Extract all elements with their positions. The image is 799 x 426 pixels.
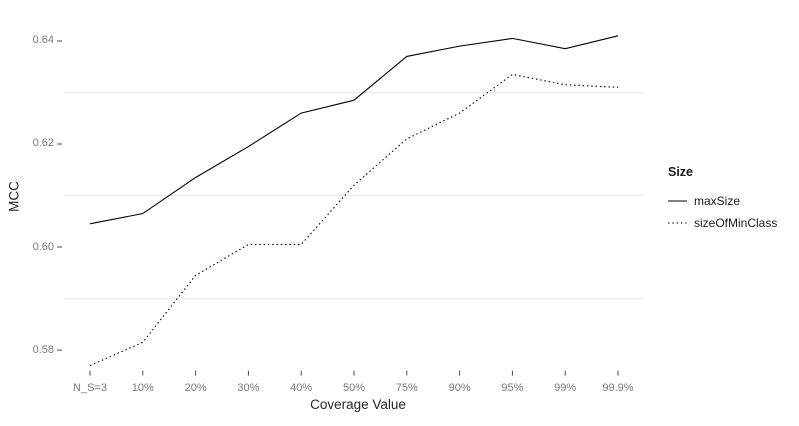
legend-item-maxsize: maxSize xyxy=(668,190,795,212)
legend: Size maxSize sizeOfMinClass xyxy=(660,165,795,234)
legend-items: maxSize sizeOfMinClass xyxy=(660,190,795,234)
x-tick-label: 10% xyxy=(131,382,154,394)
legend-item-sizeofminclass: sizeOfMinClass xyxy=(668,212,795,234)
sizeofminclass-line xyxy=(89,73,619,367)
x-tick-label: N_S=3 xyxy=(73,382,107,394)
y-tick-label: 0.58 xyxy=(32,343,54,356)
y-tick-label: 0.62 xyxy=(32,137,54,150)
y-tick-label: 0.60 xyxy=(32,240,54,253)
x-tick-label: 20% xyxy=(184,382,207,394)
x-tick-label: 30% xyxy=(237,382,260,394)
dotted-line-key-icon xyxy=(668,222,687,224)
x-tick-label: 99.9% xyxy=(602,382,634,394)
legend-label: maxSize xyxy=(694,194,741,208)
x-tick-label: 50% xyxy=(342,382,366,394)
legend-label: sizeOfMinClass xyxy=(694,216,778,230)
x-tick-label: 75% xyxy=(395,382,418,394)
x-tick-label: 99% xyxy=(554,382,577,394)
y-axis-title: MCC xyxy=(6,181,22,212)
x-tick-label: 40% xyxy=(290,382,313,394)
maxsize-line xyxy=(89,35,619,225)
x-tick-label: 95% xyxy=(501,382,524,394)
legend-title: Size xyxy=(668,165,694,179)
x-axis-title: Coverage Value xyxy=(310,397,406,412)
x-tick-label: 90% xyxy=(448,382,471,394)
solid-line-key-icon xyxy=(668,200,687,202)
y-tick-label: 0.64 xyxy=(32,34,54,47)
